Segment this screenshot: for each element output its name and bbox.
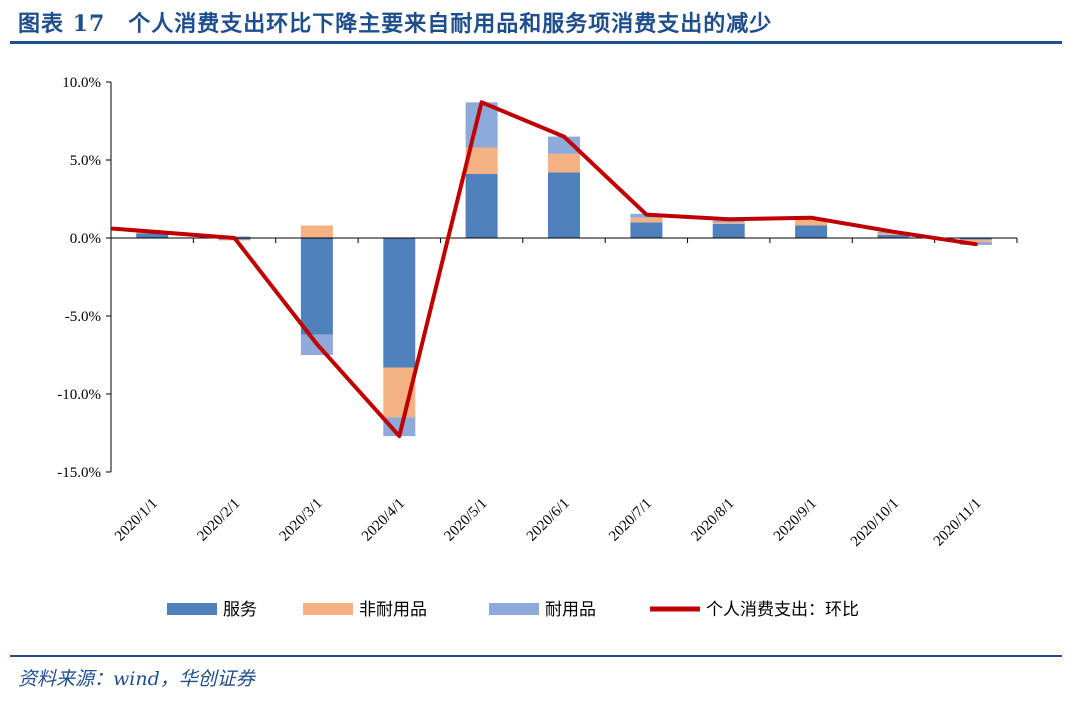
y-tick-label: 5.0% (70, 153, 101, 169)
bar-0-8 (795, 225, 828, 238)
series-line-total (111, 100, 978, 439)
legend: 服务 非耐用品 耐用品 个人消费支出：环比 (167, 600, 859, 620)
y-tick-label: 10.0% (62, 75, 101, 91)
bar-2-3 (383, 417, 416, 437)
chart-title: 图表 17 个人消费支出环比下降主要来自耐用品和服务项消费支出的减少 (18, 11, 773, 37)
bar-0-10 (959, 238, 992, 240)
source-note: 资料来源：wind，华创证券 (18, 668, 255, 690)
bar-0-2 (300, 238, 333, 335)
legend-swatch (167, 603, 217, 615)
line-layer (111, 100, 978, 439)
x-tick-label: 2020/10/1 (848, 496, 902, 550)
x-tick-label: 2020/7/1 (606, 496, 655, 545)
title-bar: 图表 17 个人消费支出环比下降主要来自耐用品和服务项消费支出的减少 (10, 0, 1062, 40)
chart-area: 10.0%5.0%0.0%-5.0%-10.0%-15.0% 2020/1/1 2… (57, 75, 1018, 620)
legend-swatch (489, 603, 539, 615)
x-tick-label: 2020/6/1 (524, 496, 573, 545)
x-tick-label: 2020/11/1 (931, 496, 985, 550)
bar-2-7 (712, 220, 745, 223)
y-tick-label: -5.0% (65, 309, 101, 325)
legend-label: 服务 (223, 600, 257, 620)
bar-0-5 (548, 172, 580, 238)
footer-rule (10, 655, 1062, 657)
bar-1-6 (630, 217, 663, 223)
x-tick-label: 2020/3/1 (277, 496, 326, 545)
legend-label: 个人消费支出：环比 (706, 600, 859, 620)
bar-0-4 (465, 174, 498, 238)
x-tick-labels: 2020/1/1 2020/2/1 2020/3/1 2020/4/1 2020/5/1… (112, 496, 985, 550)
title-rule (10, 41, 1062, 44)
x-tick-label: 2020/4/1 (359, 496, 408, 545)
legend-label: 非耐用品 (359, 600, 427, 620)
bar-1-5 (548, 153, 580, 173)
x-tick-label: 2020/1/1 (112, 496, 161, 545)
x-tick-label: 2020/5/1 (441, 496, 490, 545)
y-tick-label: -10.0% (57, 387, 101, 403)
x-tick-label: 2020/9/1 (771, 496, 820, 545)
bar-0-3 (383, 238, 416, 368)
bar-1-8 (795, 219, 828, 226)
legend-label: 耐用品 (545, 600, 596, 620)
bar-0-6 (630, 222, 663, 238)
bar-1-2 (300, 225, 333, 238)
x-tick-label: 2020/8/1 (689, 496, 738, 545)
x-tick-label: 2020/2/1 (194, 496, 243, 545)
y-tick-label: -15.0% (57, 465, 101, 481)
bar-0-0 (136, 233, 169, 238)
bar-2-5 (548, 136, 580, 154)
y-tick-label: 0.0% (70, 231, 101, 247)
bar-0-9 (877, 234, 910, 238)
bars-layer (136, 102, 992, 437)
axis-layer: 10.0% 5.0% 0.0% -5.0% -10.0% -15.0% (57, 75, 1018, 481)
bar-1-9 (877, 233, 910, 235)
bar-0-7 (712, 224, 745, 238)
bar-1-7 (712, 222, 745, 224)
legend-swatch (303, 603, 353, 615)
bar-1-10 (959, 239, 992, 242)
